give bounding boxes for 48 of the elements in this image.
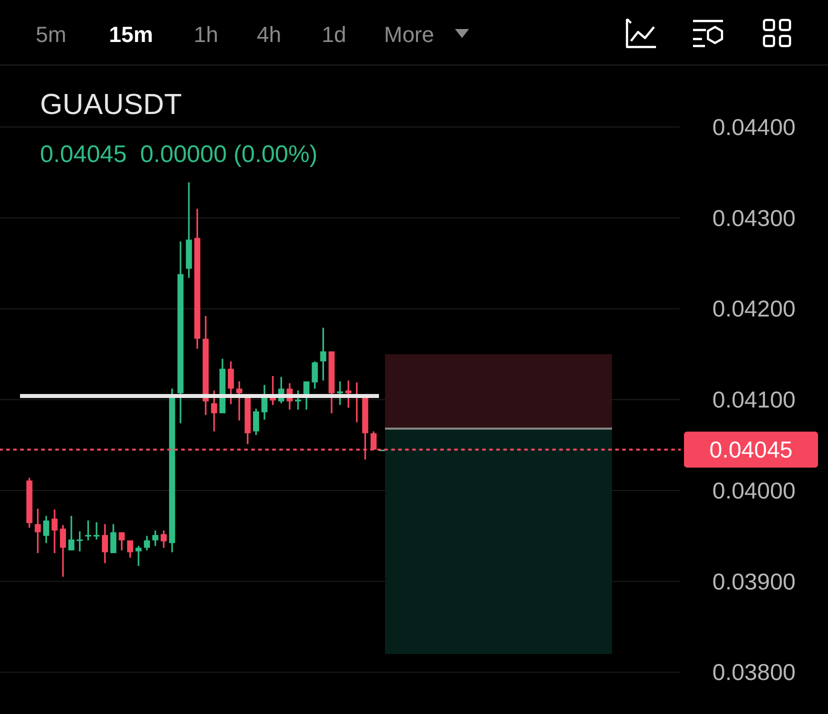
candlestick bbox=[236, 381, 242, 420]
y-tick-label: 0.04200 bbox=[712, 296, 796, 322]
text: GUAUSDT bbox=[40, 89, 182, 121]
text: 1d bbox=[322, 22, 346, 47]
candlestick bbox=[261, 385, 268, 420]
y-tick-label: 0.03800 bbox=[712, 659, 796, 686]
y-tick-label: 0.04100 bbox=[712, 386, 796, 413]
candlestick bbox=[328, 351, 335, 414]
y-tick-label: 0.04300 bbox=[712, 204, 796, 231]
candlestick bbox=[169, 388, 176, 552]
ref-line-label: 0.04045 bbox=[709, 436, 793, 463]
text: 4h bbox=[256, 22, 282, 47]
candlestick bbox=[60, 524, 66, 577]
text: More bbox=[384, 22, 434, 47]
candlestick bbox=[76, 531, 83, 552]
candlestick bbox=[34, 508, 41, 554]
candlestick bbox=[320, 328, 326, 381]
candlestick bbox=[102, 524, 108, 564]
text: 0.04045 0.00000 (0.00%) bbox=[40, 141, 318, 168]
text: 1h bbox=[194, 22, 218, 47]
candlestick bbox=[211, 390, 218, 432]
text: 5m bbox=[36, 22, 66, 47]
candlestick bbox=[43, 516, 50, 544]
candlestick bbox=[219, 358, 226, 414]
y-tick-label: 0.03900 bbox=[712, 568, 796, 594]
candlestick bbox=[68, 516, 74, 550]
candlestick bbox=[152, 530, 158, 546]
candlestick bbox=[144, 536, 150, 550]
candlestick bbox=[127, 540, 134, 558]
y-tick-label: 0.04400 bbox=[712, 114, 796, 140]
candlestick bbox=[177, 241, 184, 424]
candlestick bbox=[228, 361, 234, 404]
candlestick bbox=[253, 408, 260, 436]
candlestick bbox=[85, 520, 92, 540]
candlestick bbox=[160, 530, 167, 548]
text: 15m bbox=[108, 22, 154, 47]
y-tick-label: 0.04000 bbox=[712, 477, 796, 504]
candlestick bbox=[244, 396, 251, 444]
candlestick bbox=[312, 361, 318, 389]
candlestick bbox=[194, 208, 200, 349]
candlestick bbox=[110, 524, 116, 554]
candlestick bbox=[52, 510, 58, 554]
candlestick bbox=[186, 182, 192, 278]
candlestick bbox=[202, 316, 209, 416]
candlestick bbox=[118, 532, 125, 550]
candlestick bbox=[26, 478, 32, 528]
candlestick bbox=[135, 546, 142, 566]
candlestick bbox=[94, 522, 100, 540]
